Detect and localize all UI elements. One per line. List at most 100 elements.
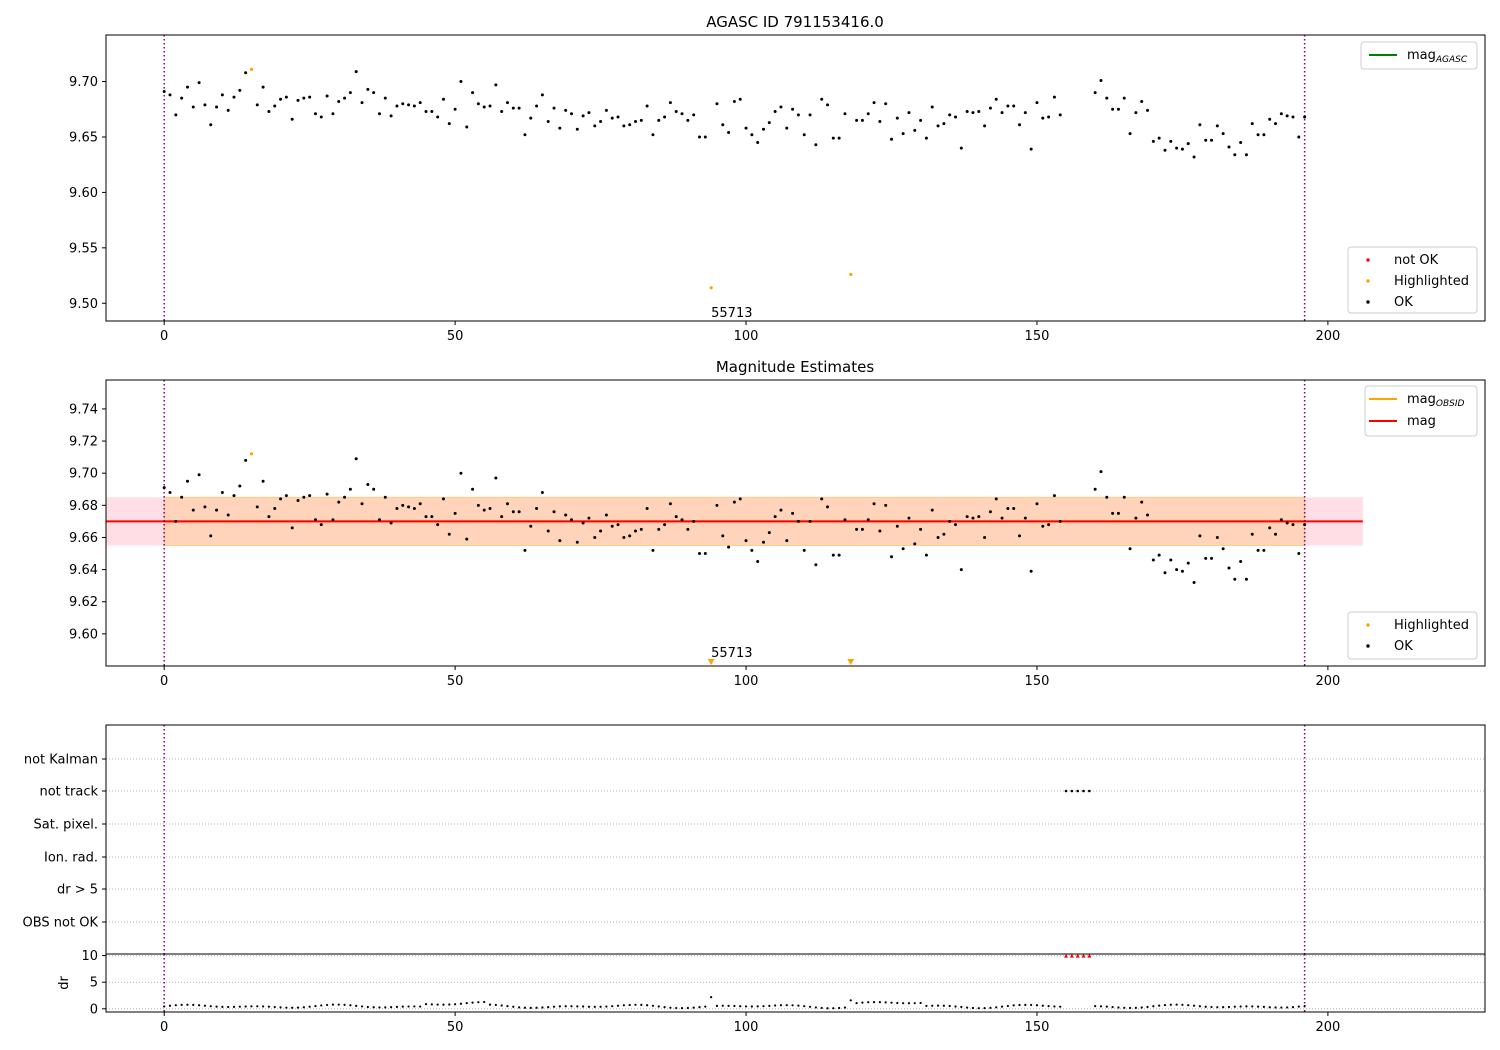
ok-point	[1122, 495, 1126, 499]
dr-point	[570, 1005, 573, 1008]
ok-point	[895, 524, 899, 528]
highlighted-point	[249, 452, 254, 456]
ok-point	[1151, 558, 1155, 562]
dr-point	[733, 1004, 736, 1008]
dr-point	[1117, 1006, 1120, 1009]
dr-point	[599, 1005, 602, 1008]
ok-point	[924, 553, 928, 557]
ok-point	[343, 495, 347, 499]
ok-point	[744, 126, 748, 130]
ok-point	[418, 101, 422, 105]
ok-point	[401, 102, 405, 106]
dr-point	[302, 1006, 305, 1009]
ok-point	[1210, 556, 1214, 560]
flags-panel: not Kalman not track Sat. pixel. Ion. rad. d…	[23, 724, 1486, 955]
ok-point	[860, 118, 864, 122]
ok-point	[377, 518, 381, 522]
ok-point	[1227, 566, 1231, 570]
dr-point	[1123, 1006, 1126, 1009]
ok-point	[296, 98, 300, 102]
dr-point	[1303, 1004, 1306, 1008]
ok-point	[1012, 507, 1016, 511]
ok-point	[226, 513, 230, 517]
ok-point	[1221, 132, 1225, 136]
ok-point	[977, 109, 981, 113]
ok-point	[622, 124, 626, 128]
ok-point	[1023, 516, 1027, 520]
ok-point	[668, 502, 672, 506]
ok-point	[180, 96, 184, 100]
ok-point	[552, 106, 556, 110]
x-tick-label: 200	[1315, 329, 1340, 344]
legend-label: OK	[1394, 639, 1413, 654]
ok-point	[174, 113, 178, 117]
ok-point	[663, 115, 667, 119]
ok-point	[575, 540, 579, 544]
dr-point	[686, 1006, 689, 1010]
dr-point	[995, 1006, 998, 1009]
ok-point	[837, 136, 841, 140]
dr-point	[395, 1005, 399, 1008]
dr-point	[651, 1004, 655, 1007]
x-tick-label: 150	[1025, 674, 1050, 689]
ok-point	[604, 108, 608, 112]
dr-point	[273, 1005, 276, 1009]
ok-point	[820, 97, 824, 101]
dr-point	[541, 1006, 544, 1009]
dr-axes-frame	[105, 953, 1486, 1013]
ok-point	[628, 534, 632, 538]
dr-point	[756, 1005, 759, 1008]
ok-point	[610, 116, 614, 120]
out-of-range-marker	[847, 659, 855, 665]
ok-point	[954, 115, 958, 119]
dr-point	[1227, 1005, 1231, 1009]
ok-point	[383, 96, 387, 100]
y-tick-label: 9.68	[69, 499, 98, 514]
dr-point	[529, 1006, 532, 1009]
ok-point	[639, 118, 643, 122]
dr-point	[925, 1004, 928, 1008]
ok-point	[628, 123, 632, 127]
dr-point	[1262, 1005, 1265, 1009]
dr-point	[331, 1003, 335, 1006]
dr-point	[564, 1005, 567, 1008]
ok-point	[203, 505, 207, 509]
dr-point	[401, 1005, 404, 1008]
dr-panel: 0 50 100 150 200 0 5 10 dr	[57, 949, 1486, 1035]
ok-point	[1000, 516, 1004, 520]
dr-point	[646, 1004, 649, 1007]
legend-dot-marker	[1366, 279, 1370, 283]
ok-point	[302, 96, 306, 100]
ok-point	[220, 490, 224, 494]
agasc-magnitude-panel: AGASC ID 791153416.0 55713 0 50 100 150 200 …	[69, 13, 1486, 344]
flag-category-label: not Kalman	[24, 753, 98, 768]
flag-point	[1088, 789, 1091, 793]
dr-point	[174, 1004, 177, 1007]
ok-point	[954, 523, 958, 527]
dr-point	[774, 1004, 777, 1007]
ok-point	[1006, 104, 1010, 108]
dr-point	[343, 1003, 346, 1006]
ok-point	[610, 524, 614, 528]
dr-point	[500, 1004, 503, 1007]
ok-point	[238, 88, 242, 92]
ok-point	[697, 135, 701, 139]
ok-point	[267, 109, 271, 113]
ok-point	[1116, 107, 1120, 111]
dr-point	[384, 1006, 387, 1009]
ok-point	[1105, 495, 1109, 499]
ok-point	[581, 114, 585, 118]
y-tick-label: 0	[90, 1002, 98, 1017]
dr-point	[547, 1005, 550, 1009]
dr-point	[826, 1007, 829, 1010]
ok-point	[692, 113, 696, 117]
ok-point	[872, 101, 876, 105]
ok-point	[360, 502, 364, 506]
dr-point	[238, 1005, 241, 1008]
ok-point	[651, 133, 655, 137]
dr-point	[878, 1001, 881, 1004]
ok-point	[232, 494, 236, 498]
ok-point	[965, 515, 969, 519]
x-tick-label: 0	[160, 674, 168, 689]
ok-point	[633, 119, 637, 123]
